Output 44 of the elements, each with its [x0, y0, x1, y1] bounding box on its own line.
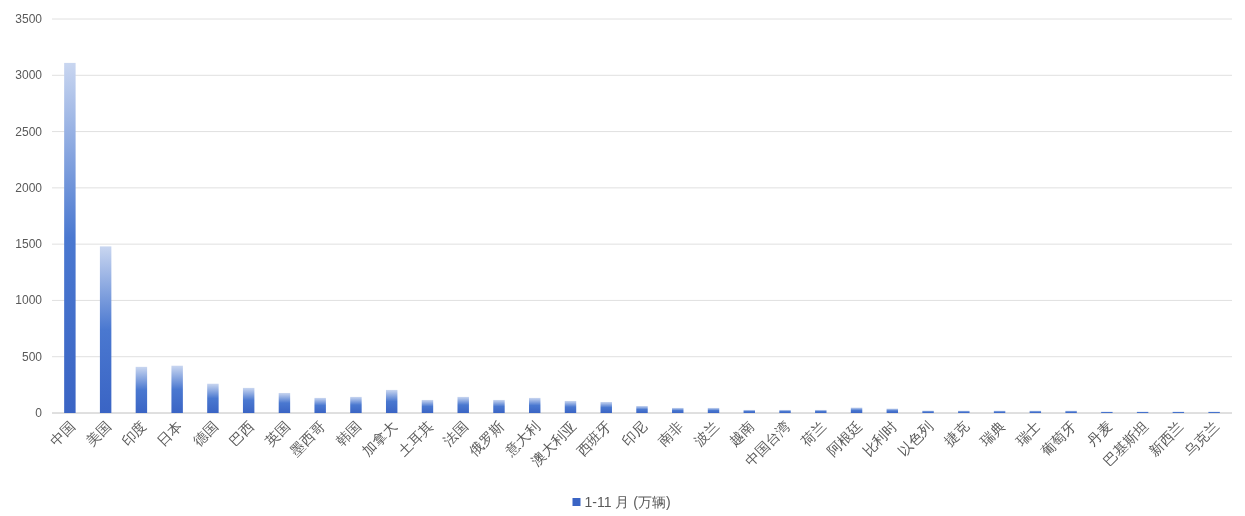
- x-tick-label: 日本: [154, 417, 186, 449]
- x-tick-label: 印尼: [619, 417, 651, 449]
- bar: [135, 366, 148, 413]
- bar: [743, 409, 755, 413]
- bar: [242, 387, 255, 413]
- bar: [529, 397, 541, 413]
- bar: [350, 396, 362, 413]
- bar: [779, 409, 791, 413]
- y-tick-label: 0: [35, 406, 43, 420]
- x-tick-label: 德国: [189, 417, 222, 449]
- y-tick-label: 2500: [15, 124, 43, 139]
- y-tick-label: 3000: [15, 68, 43, 83]
- x-tick-label: 美国: [82, 417, 114, 449]
- x-tick-label: 中国: [46, 417, 78, 449]
- y-tick-label: 1500: [15, 237, 43, 252]
- y-tick-label: 2000: [15, 180, 43, 195]
- x-tick-label: 波兰: [690, 417, 722, 449]
- bar: [564, 400, 577, 413]
- bar: [314, 397, 326, 413]
- legend-label: 1-11 月 (万辆): [584, 494, 671, 510]
- bar: [171, 365, 183, 413]
- x-tick-label: 瑞典: [976, 417, 1008, 449]
- bar: [278, 392, 291, 413]
- bar: [672, 407, 684, 413]
- bar: [636, 406, 648, 413]
- y-tick-label: 500: [21, 349, 43, 364]
- y-tick-label: 3500: [15, 12, 43, 26]
- x-tick-label: 巴西: [225, 417, 257, 449]
- y-tick-label: 1000: [15, 293, 43, 308]
- bar: [99, 246, 112, 413]
- bar: [600, 401, 612, 413]
- bar: [207, 383, 219, 413]
- bar: [385, 389, 398, 413]
- bar: [958, 410, 970, 413]
- bar: [815, 409, 827, 413]
- bar: [493, 399, 505, 413]
- x-tick-label: 捷克: [940, 417, 972, 449]
- bar: [707, 407, 720, 413]
- bar: [64, 62, 76, 413]
- bar: [457, 396, 469, 413]
- x-tick-label: 印度: [118, 417, 150, 449]
- bar: [421, 399, 434, 413]
- x-tick-label: 南非: [654, 417, 686, 449]
- bar: [1065, 410, 1077, 413]
